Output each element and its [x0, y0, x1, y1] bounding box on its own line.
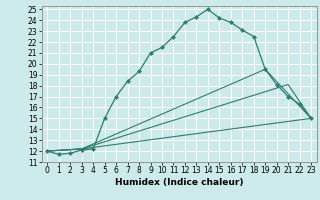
- X-axis label: Humidex (Indice chaleur): Humidex (Indice chaleur): [115, 178, 244, 187]
